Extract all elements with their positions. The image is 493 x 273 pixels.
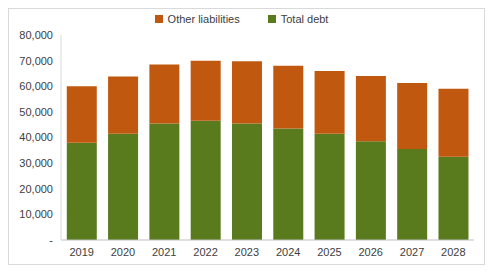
svg-text:60,000: 60,000 — [19, 80, 53, 92]
svg-text:2024: 2024 — [276, 246, 300, 258]
svg-text:50,000: 50,000 — [19, 106, 53, 118]
svg-text:80,000: 80,000 — [19, 29, 53, 41]
html-text:Other liabilities: Other liabilities — [167, 13, 240, 25]
svg-text:30,000: 30,000 — [19, 157, 53, 169]
svg-text:40,000: 40,000 — [19, 131, 53, 143]
svg-text:-: - — [49, 234, 53, 246]
svg-text:2025: 2025 — [317, 246, 341, 258]
svg-text:2019: 2019 — [69, 246, 93, 258]
svg-text:2027: 2027 — [400, 246, 424, 258]
svg-text:2028: 2028 — [441, 246, 465, 258]
svg-text:2026: 2026 — [359, 246, 383, 258]
svg-text:2020: 2020 — [111, 246, 135, 258]
svg-text:70,000: 70,000 — [19, 55, 53, 67]
svg-text:2021: 2021 — [152, 246, 176, 258]
svg-text:20,000: 20,000 — [19, 183, 53, 195]
html-text:Total debt: Total debt — [280, 13, 329, 25]
svg-text:2023: 2023 — [235, 246, 259, 258]
svg-text:2022: 2022 — [193, 246, 217, 258]
svg-text:10,000: 10,000 — [19, 208, 53, 220]
